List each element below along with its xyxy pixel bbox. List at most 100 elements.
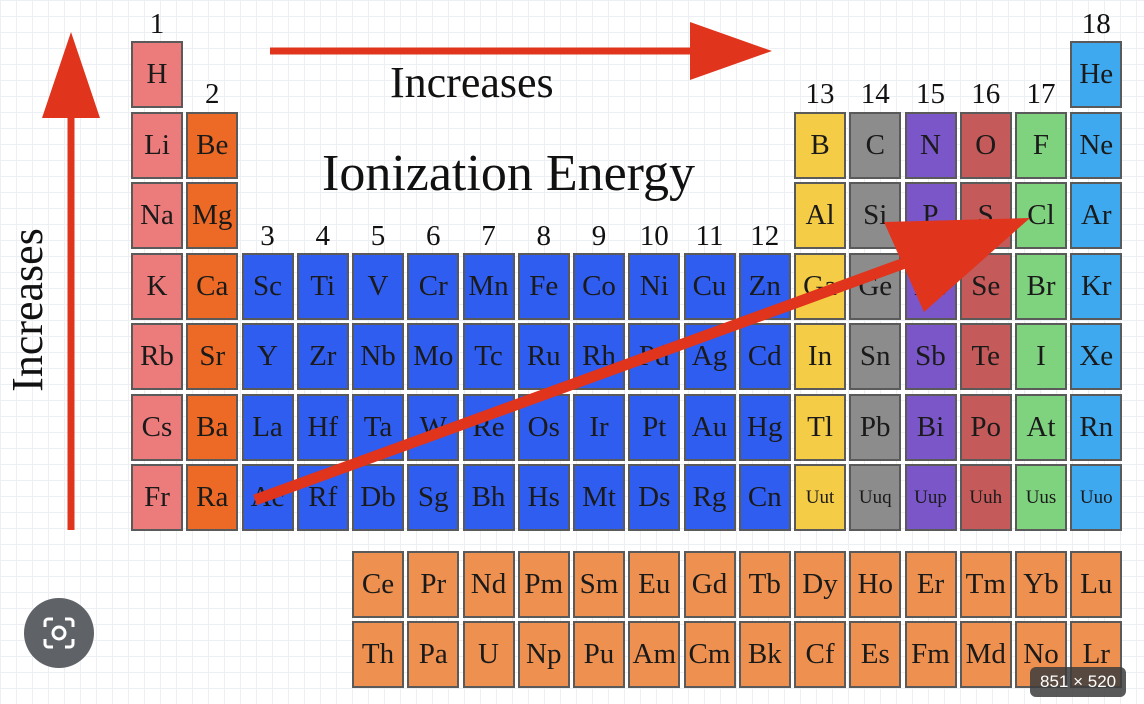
- element-ac: Ac: [241, 464, 294, 531]
- element-th: Th: [352, 621, 404, 688]
- element-fr: Fr: [131, 464, 183, 531]
- element-cn: Cn: [738, 464, 791, 531]
- element-si: Si: [849, 182, 902, 249]
- group-label-17: 17: [1026, 78, 1056, 110]
- element-bk: Bk: [738, 621, 791, 688]
- element-in: In: [794, 323, 846, 390]
- element-uuh: Uuh: [959, 464, 1012, 531]
- element-b: B: [794, 111, 846, 179]
- horizontal-arrow-label: Increases: [390, 58, 554, 107]
- element-hf: Hf: [296, 393, 349, 461]
- element-s: S: [959, 182, 1012, 249]
- element-es: Es: [849, 621, 902, 688]
- element-ag: Ag: [683, 323, 736, 390]
- element-am: Am: [628, 621, 681, 688]
- element-be: Be: [186, 111, 239, 179]
- element-w: W: [407, 393, 460, 461]
- element-pu: Pu: [573, 621, 625, 688]
- element-ds: Ds: [628, 464, 681, 531]
- element-li: Li: [131, 111, 183, 179]
- element-re: Re: [462, 393, 515, 461]
- group-label-16: 16: [971, 78, 1001, 110]
- group-label-9: 9: [591, 220, 607, 252]
- group-label-3: 3: [260, 220, 275, 252]
- element-rf: Rf: [296, 464, 349, 531]
- element-al: Al: [794, 182, 846, 249]
- element-cm: Cm: [683, 621, 736, 688]
- element-pb: Pb: [849, 393, 902, 461]
- element-i: I: [1015, 323, 1067, 390]
- element-at: At: [1015, 393, 1067, 461]
- element-kr: Kr: [1070, 252, 1123, 320]
- element-rg: Rg: [683, 464, 736, 531]
- element-mg: Mg: [186, 182, 239, 249]
- element-br: Br: [1015, 252, 1067, 320]
- group-label-11: 11: [695, 220, 724, 252]
- element-lu: Lu: [1070, 551, 1123, 618]
- image-search-button[interactable]: [24, 598, 94, 668]
- group-label-7: 7: [481, 220, 496, 252]
- element-n: N: [904, 111, 957, 179]
- group-label-2: 2: [205, 78, 220, 110]
- element-v: V: [352, 252, 404, 320]
- element-au: Au: [683, 393, 736, 461]
- element-sr: Sr: [186, 323, 239, 390]
- element-ru: Ru: [517, 323, 570, 390]
- element-tm: Tm: [959, 551, 1012, 618]
- element-fm: Fm: [904, 621, 957, 688]
- element-ar: Ar: [1070, 182, 1123, 249]
- element-uuo: Uuo: [1070, 464, 1123, 531]
- group-label-13: 13: [805, 78, 835, 110]
- element-pr: Pr: [407, 551, 460, 618]
- element-f: F: [1015, 111, 1067, 179]
- element-sg: Sg: [407, 464, 460, 531]
- element-uup: Uup: [904, 464, 957, 531]
- element-cu: Cu: [683, 252, 736, 320]
- element-co: Co: [573, 252, 625, 320]
- group-label-18: 18: [1081, 8, 1111, 40]
- element-os: Os: [517, 393, 570, 461]
- element-hg: Hg: [738, 393, 791, 461]
- element-ni: Ni: [628, 252, 681, 320]
- element-cr: Cr: [407, 252, 460, 320]
- element-rn: Rn: [1070, 393, 1123, 461]
- element-h: H: [131, 41, 183, 108]
- figure-title: Ionization Energy: [322, 145, 696, 202]
- element-np: Np: [517, 621, 570, 688]
- element-sm: Sm: [573, 551, 625, 618]
- element-pa: Pa: [407, 621, 460, 688]
- element-ho: Ho: [849, 551, 902, 618]
- element-ge: Ge: [849, 252, 902, 320]
- group-label-1: 1: [149, 8, 165, 40]
- group-label-10: 10: [639, 220, 669, 252]
- element-nd: Nd: [462, 551, 515, 618]
- group-label-4: 4: [315, 220, 331, 252]
- image-size-badge: 851 × 520: [1030, 667, 1127, 697]
- element-dy: Dy: [794, 551, 846, 618]
- element-uuq: Uuq: [849, 464, 902, 531]
- element-cd: Cd: [738, 323, 791, 390]
- element-md: Md: [959, 621, 1012, 688]
- element-hs: Hs: [517, 464, 570, 531]
- group-label-12: 12: [750, 220, 780, 252]
- element-zn: Zn: [738, 252, 791, 320]
- group-label-6: 6: [426, 220, 441, 252]
- group-label-8: 8: [536, 220, 552, 252]
- element-tl: Tl: [794, 393, 846, 461]
- element-mn: Mn: [462, 252, 515, 320]
- element-sn: Sn: [849, 323, 902, 390]
- element-yb: Yb: [1015, 551, 1067, 618]
- element-cf: Cf: [794, 621, 846, 688]
- element-ga: Ga: [794, 252, 846, 320]
- element-bh: Bh: [462, 464, 515, 531]
- element-mo: Mo: [407, 323, 460, 390]
- element-uut: Uut: [794, 464, 846, 531]
- group-label-15: 15: [916, 78, 945, 110]
- vertical-trend-arrowhead: [42, 32, 100, 118]
- element-y: Y: [241, 323, 294, 390]
- element-ba: Ba: [186, 393, 239, 461]
- element-uus: Uus: [1015, 464, 1067, 531]
- element-se: Se: [959, 252, 1012, 320]
- element-mt: Mt: [573, 464, 625, 531]
